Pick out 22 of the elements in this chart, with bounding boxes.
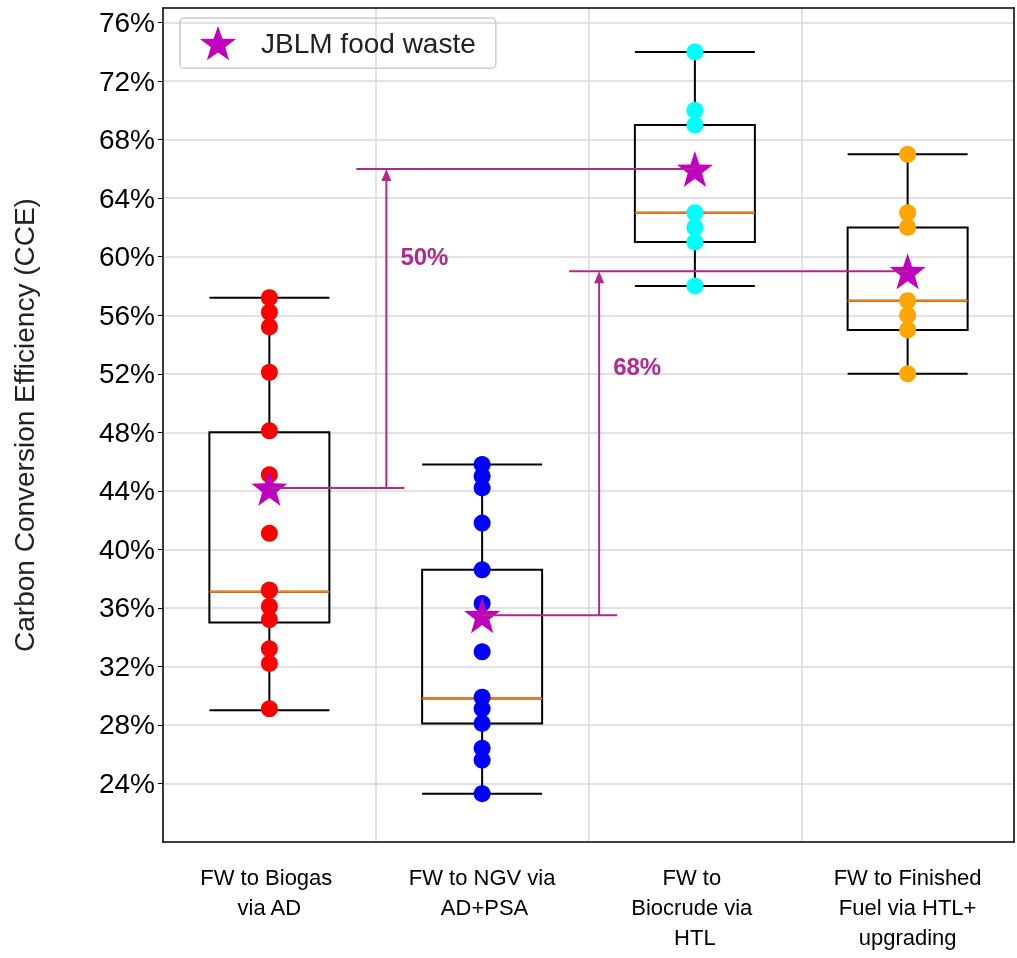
y-tick-label: 36%	[98, 592, 155, 624]
y-tick-label: 48%	[98, 416, 155, 448]
x-tick-label: FW to Finished Fuel via HTL+ upgrading	[832, 864, 983, 950]
y-axis-title: Carbon Conversion Efficiency (CCE)	[8, 198, 40, 652]
annotation: 50%	[400, 242, 449, 270]
y-tick-label: 28%	[98, 709, 155, 741]
y-tick-label: 72%	[98, 65, 155, 97]
y-tick-label: 52%	[98, 358, 155, 390]
y-tick-label: 56%	[98, 299, 155, 331]
y-tick-label: 32%	[98, 650, 155, 682]
y-tick-label: 76%	[98, 7, 155, 39]
x-tick-label: FW to Biocrude via HTL	[631, 864, 759, 950]
annotation: 68%	[613, 352, 662, 380]
y-tick-label: 68%	[98, 124, 155, 156]
x-tick-label: FW to NGV via AD+PSA	[408, 864, 557, 920]
y-tick-label: 44%	[98, 475, 155, 507]
y-tick-label: 24%	[98, 767, 155, 799]
x-tick-label: FW to Biogas via AD	[200, 864, 339, 920]
y-tick-label: 60%	[98, 241, 155, 273]
y-tick-label: 64%	[98, 182, 155, 214]
y-tick-label: 40%	[98, 533, 155, 565]
legend-label: JBLM food waste	[261, 27, 476, 59]
